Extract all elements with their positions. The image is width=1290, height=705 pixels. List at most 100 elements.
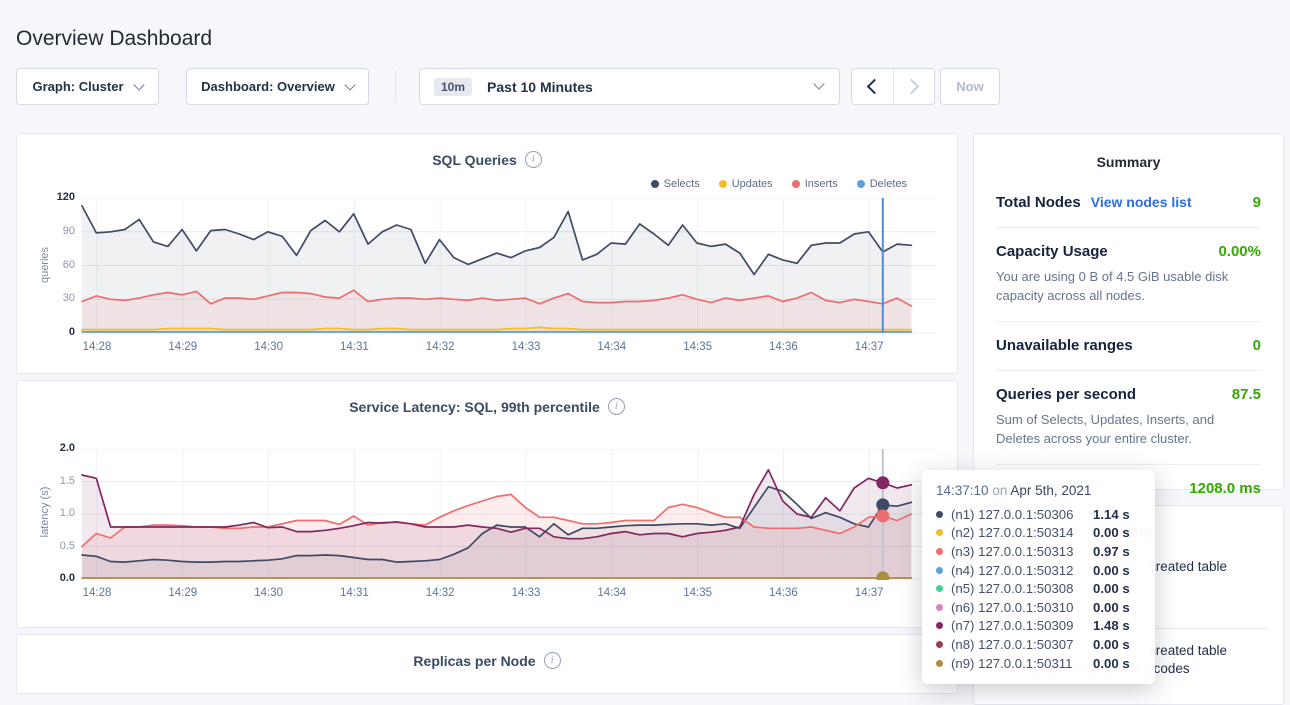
x-axis-tick-label: 14:31 <box>340 341 369 353</box>
y-axis-tick-label: 2.0 <box>59 442 75 454</box>
info-icon[interactable]: i <box>543 652 561 669</box>
tooltip-timestamp: 14:37:10 on Apr 5th, 2021 <box>936 483 1141 498</box>
legend-label: Deletes <box>869 178 907 190</box>
tooltip-node-value: 0.00 s <box>1093 655 1130 671</box>
tooltip-node-value: 0.00 s <box>1093 581 1130 597</box>
chevron-down-icon <box>132 78 145 91</box>
x-axis-tick-label: 14:33 <box>511 341 541 353</box>
tooltip-node-value: 0.00 s <box>1093 562 1130 578</box>
time-range-dropdown[interactable]: 10m Past 10 Minutes <box>419 68 840 105</box>
tooltip-node-row: (n4) 127.0.0.1:50312 0.00 s <box>936 561 1141 580</box>
tooltip-date: Apr 5th, 2021 <box>1010 483 1092 498</box>
summary-rows: Total Nodes View nodes list 9 Capacity Usag… <box>996 172 1261 513</box>
replicas-chart-title-row: Replicas per Node i <box>17 652 957 669</box>
legend-label: Updates <box>731 178 773 190</box>
legend-item[interactable]: Updates <box>718 178 773 190</box>
time-range-label: Past 10 Minutes <box>487 78 593 95</box>
legend-dot-icon <box>791 180 800 188</box>
page-title: Overview Dashboard <box>16 27 213 51</box>
y-axis-tick-label: 1.5 <box>59 474 75 487</box>
summary-value: 0.00% <box>1218 243 1261 260</box>
x-axis-tick-label: 14:37 <box>854 587 884 599</box>
x-axis-tick-label: 14:37 <box>854 341 884 353</box>
latency-chart-plot[interactable] <box>81 449 936 580</box>
tooltip-node-row: (n1) 127.0.0.1:50306 1.14 s <box>936 505 1141 524</box>
tooltip-node-label: (n6) 127.0.0.1:50310 <box>951 599 1074 615</box>
summary-value: 9 <box>1252 194 1261 211</box>
node-series-dot-icon <box>936 585 943 593</box>
summary-row: Capacity Usage 0.00% You are using 0 B of … <box>996 227 1261 321</box>
legend-item[interactable]: Deletes <box>856 178 907 190</box>
legend-item[interactable]: Selects <box>650 178 700 190</box>
x-axis-tick-label: 14:29 <box>168 341 198 353</box>
node-series-dot-icon <box>936 566 943 574</box>
event-row-text[interactable]: created table <box>1149 643 1228 658</box>
view-nodes-list-link[interactable]: View nodes list <box>1090 194 1192 210</box>
summary-value: 1208.0 ms <box>1189 480 1261 497</box>
x-axis-tick-label: 14:34 <box>597 587 627 599</box>
chevron-down-icon <box>813 78 825 90</box>
controls-divider <box>395 70 396 103</box>
x-axis-tick-label: 14:36 <box>769 341 798 353</box>
x-axis-tick-label: 14:30 <box>254 587 283 599</box>
tooltip-sep: on <box>992 483 1008 498</box>
dashboard-dropdown-label: Dashboard: Overview <box>201 79 335 94</box>
tooltip-node-row: (n3) 127.0.0.1:50313 0.97 s <box>936 542 1141 561</box>
prev-range-button[interactable] <box>852 69 894 104</box>
tooltip-node-label: (n8) 127.0.0.1:50307 <box>951 636 1074 652</box>
tooltip-node-value: 0.00 s <box>1093 525 1130 541</box>
node-series-dot-icon <box>936 659 943 667</box>
x-axis-tick-label: 14:28 <box>82 341 112 353</box>
tooltip-node-value: 0.00 s <box>1093 599 1130 615</box>
y-axis-tick-label: 120 <box>56 191 75 203</box>
tooltip-node-row: (n6) 127.0.0.1:50310 0.00 s <box>936 598 1141 617</box>
y-axis-tick-label: 0.5 <box>59 539 75 552</box>
node-series-dot-icon <box>936 547 943 555</box>
node-series-dot-icon <box>936 622 943 630</box>
info-icon[interactable]: i <box>607 398 625 415</box>
summary-value: 87.5 <box>1231 386 1261 403</box>
now-button[interactable]: Now <box>940 68 1000 105</box>
sql-chart-plot[interactable] <box>81 198 936 334</box>
chevron-left-icon <box>866 78 883 95</box>
tooltip-node-label: (n3) 127.0.0.1:50313 <box>951 543 1074 559</box>
tooltip-node-label: (n1) 127.0.0.1:50306 <box>951 506 1074 522</box>
chevron-right-icon <box>903 78 920 95</box>
legend-item[interactable]: Inserts <box>791 178 838 190</box>
graph-dropdown-label: Graph: Cluster <box>32 79 124 94</box>
x-axis-tick-label: 14:32 <box>425 341 455 353</box>
y-axis-tick-label: 0 <box>68 326 75 338</box>
x-axis-tick-label: 14:35 <box>683 587 712 599</box>
summary-title: Summary <box>1096 154 1161 170</box>
x-axis-tick-label: 14:30 <box>254 341 283 353</box>
node-series-dot-icon <box>936 640 943 648</box>
summary-row: Unavailable ranges 0 <box>996 321 1261 370</box>
chevron-down-icon <box>344 78 356 91</box>
tooltip-node-label: (n7) 127.0.0.1:50309 <box>951 618 1074 634</box>
tooltip-time: 14:37:10 <box>936 483 989 498</box>
graph-dropdown[interactable]: Graph: Cluster <box>16 68 159 105</box>
y-axis-tick-label: 60 <box>62 258 75 271</box>
summary-value: 0 <box>1252 337 1261 354</box>
now-button-label: Now <box>956 79 984 94</box>
x-axis-tick-label: 14:34 <box>597 341 627 353</box>
tooltip-node-row: (n7) 127.0.0.1:50309 1.48 s <box>936 617 1141 636</box>
sql-chart-title-row: SQL Queries i <box>17 151 957 168</box>
legend-dot-icon <box>856 180 865 188</box>
info-icon[interactable]: i <box>524 151 542 168</box>
summary-panel: Summary Total Nodes View nodes list 9 Capac… <box>973 133 1284 497</box>
legend-dot-icon <box>650 180 659 188</box>
event-row-text[interactable]: created table <box>1149 559 1228 574</box>
summary-row: Total Nodes View nodes list 9 <box>996 172 1261 227</box>
next-range-button[interactable] <box>894 69 935 104</box>
latency-chart-title: Service Latency: SQL, 99th percentile <box>349 398 600 415</box>
chart-tooltip: 14:37:10 on Apr 5th, 2021 (n1) 127.0.0.1… <box>922 470 1155 685</box>
time-range-badge: 10m <box>434 77 473 96</box>
y-axis-tick-label: 1.0 <box>59 507 75 519</box>
summary-row: Queries per second 87.5 Sum of Selects, Up… <box>996 370 1261 464</box>
x-axis-tick-label: 14:33 <box>511 587 541 599</box>
tooltip-node-row: (n5) 127.0.0.1:50308 0.00 s <box>936 579 1141 598</box>
y-axis-tick-label: 90 <box>62 224 75 237</box>
tooltip-rows: (n1) 127.0.0.1:50306 1.14 s (n2) 127.0.0.1… <box>936 505 1141 672</box>
dashboard-dropdown[interactable]: Dashboard: Overview <box>186 68 369 105</box>
